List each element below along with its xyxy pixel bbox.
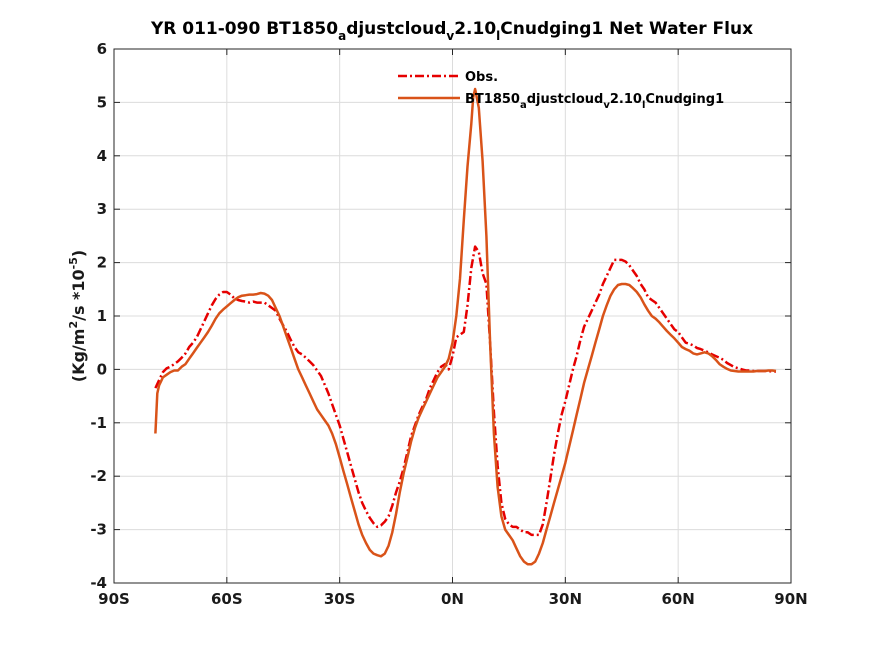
legend-label-obs: Obs. <box>465 70 498 85</box>
title-mid-2: 2.10 <box>454 19 496 39</box>
ylabel-part-1: (Kg/m <box>69 329 88 383</box>
y-axis-label: (Kg/m2/s *10-5) <box>67 250 88 382</box>
legend-model-mid: djustcloud <box>527 92 604 107</box>
legend-label-model: BT1850adjustcloudv2.10lCnudging1 <box>465 92 724 111</box>
ylabel-part-2: /s *10 <box>69 269 88 321</box>
x-tick-label: 60N <box>661 590 694 608</box>
legend: Obs. BT1850adjustcloudv2.10lCnudging1 <box>398 70 724 111</box>
series-layer <box>154 87 777 566</box>
legend-model-main: BT1850 <box>465 92 520 107</box>
ylabel-part-3: ) <box>69 250 88 257</box>
x-tick-label: 30N <box>549 590 582 608</box>
y-tick-label: -4 <box>90 574 107 592</box>
x-tick-label: 90N <box>774 590 807 608</box>
y-tick-label: 1 <box>97 307 107 325</box>
x-tick-label: 90S <box>98 590 130 608</box>
chart-title: YR 011-090 BT1850adjustcloudv2.10lCnudgi… <box>150 19 753 43</box>
legend-model-tail: Cnudging1 <box>645 92 724 107</box>
title-mid: djustcloud <box>346 19 446 39</box>
y-tick-label: 0 <box>97 360 107 378</box>
x-tick-label: 60S <box>211 590 243 608</box>
x-tick-label: 30S <box>324 590 356 608</box>
y-tick-label: 5 <box>97 93 107 111</box>
title-sub-1: a <box>338 29 346 43</box>
y-tick-label: 3 <box>97 200 107 218</box>
y-tick-label: -1 <box>90 414 107 432</box>
legend-model-sub-3: l <box>642 100 645 111</box>
ticks: 90S 60S 30S 0N 30N 60N 90N -4 -3 -2 -1 0 1 2 3 4 5 6 <box>90 40 807 608</box>
series-line-obs <box>154 245 776 537</box>
legend-model-sub-2: v <box>603 100 610 111</box>
title-sub-2: v <box>446 29 454 43</box>
y-tick-label: 6 <box>97 40 107 58</box>
y-tick-label: 4 <box>97 147 107 165</box>
ylabel-sup-2: -5 <box>67 257 80 269</box>
title-tail: Cnudging1 Net Water Flux <box>500 19 753 39</box>
legend-model-mid-2: 2.10 <box>610 92 642 107</box>
y-tick-label: 2 <box>97 254 107 272</box>
title-sub-3: l <box>496 29 500 43</box>
ylabel-sup-1: 2 <box>67 321 80 329</box>
x-tick-label: 0N <box>441 590 464 608</box>
title-main: YR 011-090 BT1850 <box>150 19 338 39</box>
y-tick-label: -2 <box>90 467 107 485</box>
y-tick-label: -3 <box>90 521 107 539</box>
series-line-model <box>154 87 777 566</box>
legend-model-sub-1: a <box>520 100 527 111</box>
